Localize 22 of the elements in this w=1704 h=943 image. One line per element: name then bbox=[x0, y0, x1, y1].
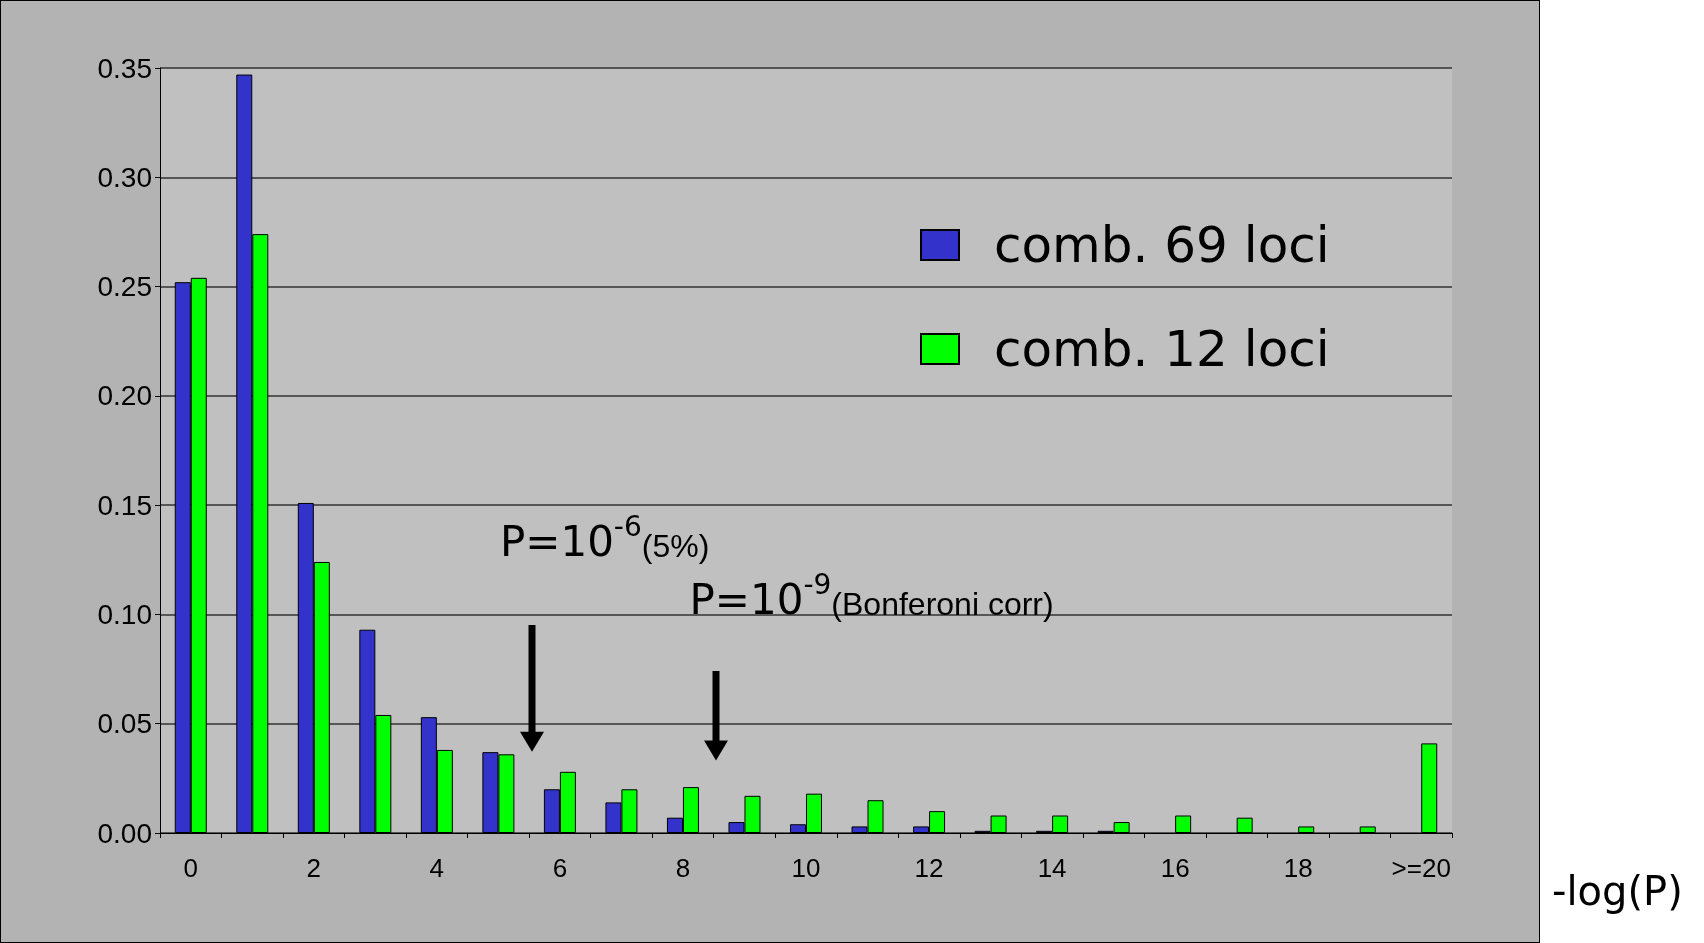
y-tick-label: 0.05 bbox=[97, 708, 152, 740]
legend-label: comb. 12 loci bbox=[994, 320, 1330, 378]
y-tick-label: 0.30 bbox=[97, 161, 152, 193]
y-tick-label: 0.25 bbox=[97, 271, 152, 303]
x-tick-label: 10 bbox=[791, 853, 821, 883]
y-tick-label: 0.10 bbox=[97, 598, 152, 630]
y-tick-label: 0.15 bbox=[97, 489, 152, 521]
legend-label: comb. 69 loci bbox=[994, 216, 1330, 274]
y-tick-label: 0.35 bbox=[97, 52, 152, 84]
x-tick-label: 8 bbox=[675, 853, 691, 883]
x-axis-title: -log(P) bbox=[1552, 868, 1683, 914]
x-tick-label: 4 bbox=[429, 853, 445, 883]
x-tick-label: 16 bbox=[1160, 853, 1190, 883]
x-tick-label: 6 bbox=[552, 853, 568, 883]
x-tick-label: 14 bbox=[1037, 853, 1067, 883]
y-tick-label: 0.00 bbox=[97, 817, 152, 849]
x-tick-label: 2 bbox=[306, 853, 322, 883]
y-tick-label: 0.20 bbox=[97, 380, 152, 412]
x-tick-label: 0 bbox=[183, 853, 198, 883]
x-tick-label: 12 bbox=[914, 853, 944, 883]
x-tick-label: 18 bbox=[1283, 853, 1313, 883]
x-tick-label: >=20 bbox=[1391, 853, 1451, 883]
